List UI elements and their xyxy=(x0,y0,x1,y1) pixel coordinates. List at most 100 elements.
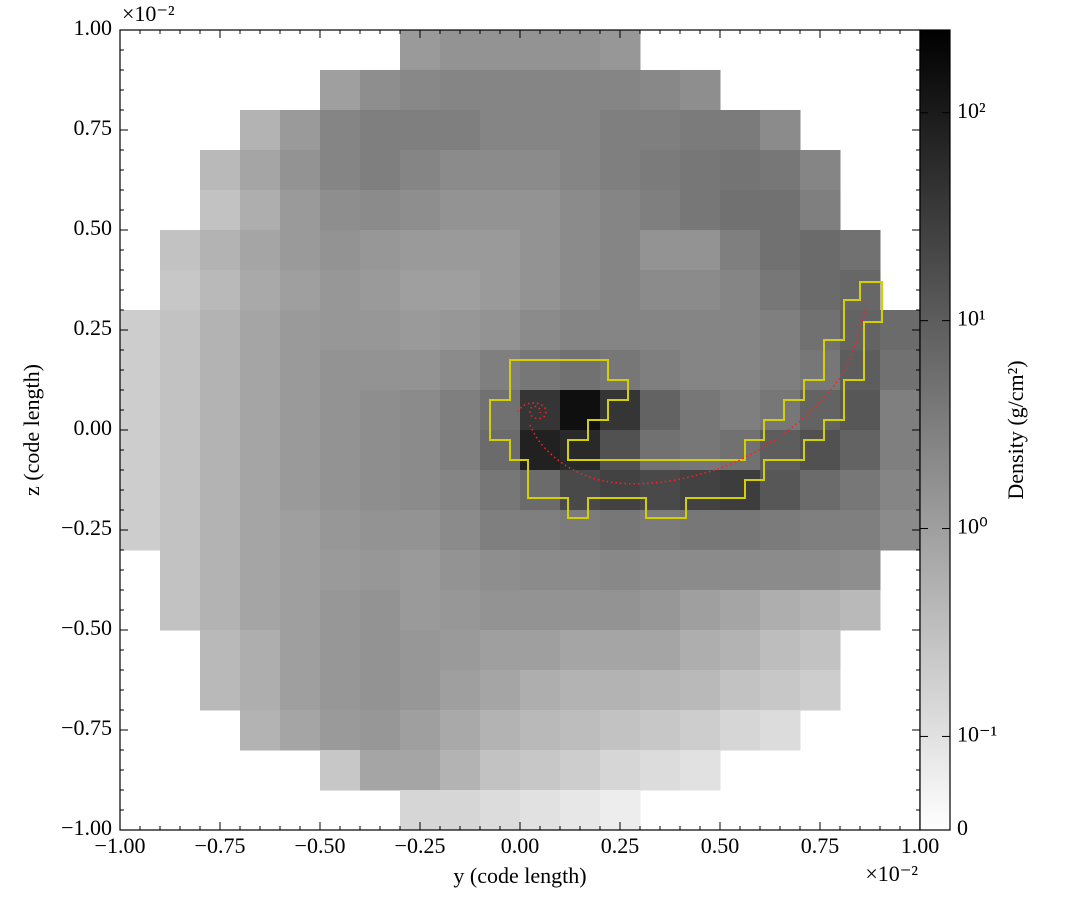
density-cell xyxy=(520,510,561,551)
density-cell xyxy=(560,270,601,311)
density-cell xyxy=(640,430,681,471)
density-cell xyxy=(600,470,641,511)
density-cell xyxy=(280,510,321,551)
density-cell xyxy=(320,470,361,511)
density-cell xyxy=(360,390,401,431)
density-cell xyxy=(400,670,441,711)
density-cell xyxy=(480,110,521,151)
density-cell xyxy=(480,350,521,391)
colorbar-tick-label: 10⁰ xyxy=(957,514,988,539)
x-tick-label: −0.50 xyxy=(295,833,346,858)
density-cell xyxy=(400,390,441,431)
density-cell xyxy=(560,750,601,791)
density-cell xyxy=(200,150,241,191)
density-cell xyxy=(680,590,721,631)
density-cell xyxy=(560,110,601,151)
density-cell xyxy=(640,710,681,751)
density-cell xyxy=(760,390,801,431)
density-cell xyxy=(720,350,761,391)
density-cell xyxy=(640,630,681,671)
clump-contour xyxy=(489,281,883,519)
density-cell xyxy=(120,430,161,471)
density-cell xyxy=(400,470,441,511)
x-tick-label: −0.25 xyxy=(395,833,446,858)
density-cell xyxy=(800,630,841,671)
density-cell xyxy=(560,70,601,111)
density-cell xyxy=(800,190,841,231)
density-cell xyxy=(600,390,641,431)
density-cell xyxy=(280,630,321,671)
density-cell xyxy=(200,350,241,391)
y-offset-label: ×10⁻² xyxy=(122,1,175,26)
density-cell xyxy=(720,510,761,551)
density-cell xyxy=(400,590,441,631)
y-tick-label: −0.50 xyxy=(61,615,112,640)
density-cell xyxy=(280,590,321,631)
density-cell xyxy=(280,230,321,271)
density-cell xyxy=(840,590,881,631)
density-cell xyxy=(200,670,241,711)
density-cell xyxy=(800,550,841,591)
density-cell xyxy=(560,390,601,431)
density-cell xyxy=(560,710,601,751)
density-cell xyxy=(320,110,361,151)
density-cell xyxy=(680,390,721,431)
density-cell xyxy=(680,150,721,191)
density-cell xyxy=(240,710,281,751)
density-cell xyxy=(760,110,801,151)
density-cell xyxy=(240,390,281,431)
density-cell xyxy=(360,750,401,791)
density-cell xyxy=(840,430,881,471)
density-cell xyxy=(360,470,401,511)
density-cell xyxy=(440,30,481,71)
density-cell xyxy=(800,150,841,191)
density-cell xyxy=(560,670,601,711)
density-cell xyxy=(200,550,241,591)
density-cell xyxy=(240,510,281,551)
density-cell xyxy=(400,150,441,191)
colorbar-label: Density (g/cm²) xyxy=(1003,360,1028,499)
density-cell xyxy=(320,190,361,231)
density-cell xyxy=(240,590,281,631)
y-tick-label: 0.50 xyxy=(74,215,113,240)
density-cell xyxy=(360,430,401,471)
density-cell xyxy=(480,270,521,311)
density-cell xyxy=(600,430,641,471)
density-cell xyxy=(520,190,561,231)
density-cell xyxy=(560,30,601,71)
density-cell xyxy=(880,430,921,471)
density-cell xyxy=(280,470,321,511)
density-cell xyxy=(320,230,361,271)
density-cell xyxy=(800,270,841,311)
density-cell xyxy=(720,310,761,351)
density-cell xyxy=(520,110,561,151)
density-cell xyxy=(520,310,561,351)
density-cell xyxy=(760,190,801,231)
density-cell xyxy=(160,510,201,551)
density-cell xyxy=(600,510,641,551)
y-tick-label: 1.00 xyxy=(74,15,113,40)
density-cell xyxy=(800,430,841,471)
x-tick-label: 0.00 xyxy=(501,833,540,858)
density-cell xyxy=(600,750,641,791)
density-cell xyxy=(600,630,641,671)
density-cell xyxy=(760,470,801,511)
density-cell xyxy=(760,150,801,191)
colorbar-tick-label: 0 xyxy=(957,815,968,840)
x-tick-label: −1.00 xyxy=(95,833,146,858)
density-cell xyxy=(760,270,801,311)
density-cell xyxy=(320,750,361,791)
density-cell xyxy=(360,110,401,151)
density-cell xyxy=(160,310,201,351)
density-cell xyxy=(320,70,361,111)
density-cell xyxy=(560,350,601,391)
density-cell xyxy=(160,430,201,471)
density-cell xyxy=(520,790,561,831)
density-cell xyxy=(480,510,521,551)
density-cell xyxy=(480,390,521,431)
density-cell xyxy=(400,230,441,271)
density-cell xyxy=(800,230,841,271)
density-cell xyxy=(560,430,601,471)
density-cell xyxy=(440,550,481,591)
